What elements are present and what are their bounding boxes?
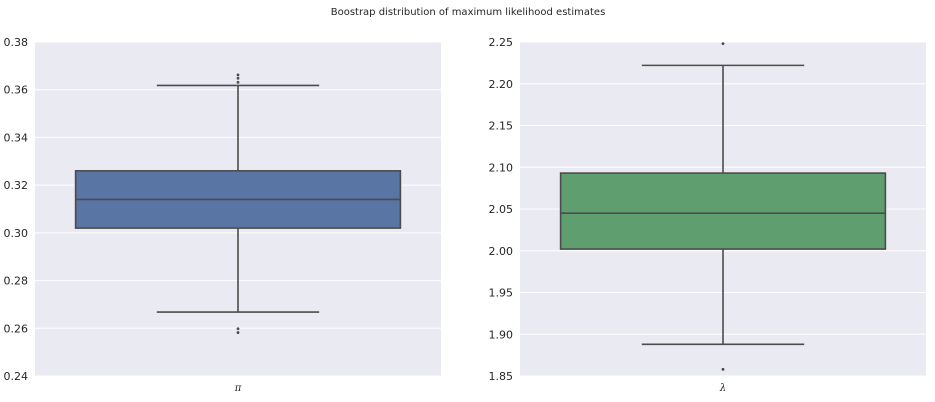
pi-outlier-point <box>236 80 240 84</box>
lambda-ytick-label: 2.10 <box>489 161 514 174</box>
pi-ytick-label: 0.38 <box>4 36 29 49</box>
lambda-ytick-label: 1.90 <box>489 328 514 341</box>
pi-outlier-point <box>236 327 240 331</box>
lambda-ytick-label: 2.15 <box>489 120 514 133</box>
lambda-box <box>559 172 887 250</box>
pi-outlier-point <box>236 331 240 334</box>
lambda-ytick-label: 2.20 <box>489 78 514 91</box>
pi-outlier-point <box>236 76 240 80</box>
pi-ytick-label: 0.32 <box>4 179 29 192</box>
pi-ytick-label: 0.26 <box>4 322 29 335</box>
lambda-outlier-point <box>721 367 725 371</box>
pi-ytick-label: 0.34 <box>4 131 29 144</box>
lambda-ytick-label: 1.85 <box>489 370 514 383</box>
figure-title: Boostrap distribution of maximum likelih… <box>331 7 606 18</box>
lambda-outlier-point <box>721 42 725 46</box>
pi-ytick-label: 0.24 <box>4 370 29 383</box>
lambda-ytick-label: 2.05 <box>489 203 514 216</box>
pi-xtick-label: π <box>234 383 242 394</box>
lambda-ytick-label: 2.00 <box>489 245 514 258</box>
lambda-panel: 1.85 1.90 1.95 2.00 2.05 2.10 2.15 2.20 2.25 λ <box>489 36 926 394</box>
pi-panel: 0.24 0.26 0.28 0.30 0.32 0.34 0.36 0.38 π <box>4 36 441 394</box>
pi-ytick-label: 0.28 <box>4 275 29 288</box>
lambda-xtick-label: λ <box>719 383 726 394</box>
pi-outlier-point <box>236 73 240 77</box>
pi-ytick-label: 0.36 <box>4 84 29 97</box>
lambda-ytick-label: 1.95 <box>489 287 514 300</box>
pi-ytick-label: 0.30 <box>4 227 29 240</box>
lambda-ytick-label: 2.25 <box>489 36 514 49</box>
